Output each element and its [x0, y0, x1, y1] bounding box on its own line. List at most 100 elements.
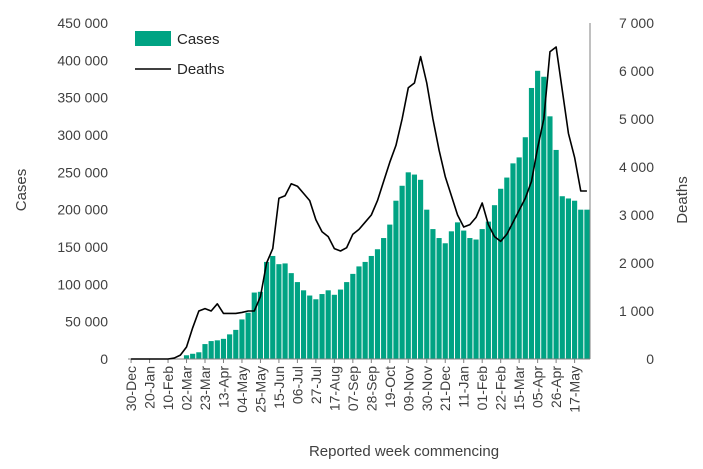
cases-bar: [461, 230, 467, 359]
cases-bar: [300, 290, 307, 359]
cases-bar: [565, 198, 572, 359]
legend-deaths-label: Deaths: [177, 61, 225, 78]
legend-cases-label: Cases: [177, 31, 220, 48]
cases-bar: [436, 238, 442, 359]
x-tick-label: 27-Jul: [308, 366, 324, 404]
cases-bar: [541, 76, 547, 359]
cases-bar: [399, 185, 405, 359]
cases-bars: [183, 70, 590, 360]
cases-bar: [362, 261, 368, 359]
cases-bar: [282, 263, 288, 359]
x-tick-label: 20-Jan: [142, 366, 158, 409]
cases-bar: [331, 294, 337, 359]
x-tick-label: 30-Dec: [123, 366, 139, 411]
cases-bar: [344, 282, 350, 359]
cases-bar: [270, 255, 276, 359]
x-axis-ticks: 30-Dec 20-Jan 10-Feb 02-Mar 23-Mar 13-Apr 04-M…: [123, 359, 583, 413]
x-tick-label: 09-Nov: [400, 366, 416, 411]
cases-bar: [572, 200, 578, 359]
y-left-tick-label: 50 000: [65, 314, 108, 330]
cases-bar: [288, 273, 294, 359]
cases-bar: [584, 209, 590, 359]
cases-bar: [454, 222, 461, 359]
cases-bar: [498, 188, 504, 359]
x-tick-label: 15-Mar: [511, 366, 527, 411]
x-tick-label: 06-Jul: [289, 366, 305, 404]
x-tick-label: 22-Feb: [493, 366, 509, 411]
cases-bar: [491, 205, 498, 359]
cases-bar: [504, 177, 510, 359]
cases-bar: [337, 289, 344, 359]
y-right-tick-label: 2 000: [619, 255, 654, 271]
cases-bar: [381, 238, 387, 359]
cases-bar: [183, 355, 190, 359]
cases-bar: [227, 334, 233, 359]
deaths-line: [131, 46, 587, 360]
cases-bar: [547, 116, 553, 359]
cases-bar: [196, 352, 202, 359]
legend-cases-swatch: [135, 31, 171, 46]
cases-bar: [528, 87, 535, 360]
cases-bar: [430, 229, 436, 359]
cases-bar: [202, 344, 208, 359]
y-right-tick-label: 4 000: [619, 159, 654, 175]
cases-bar: [319, 294, 325, 359]
y-left-tick-label: 350 000: [57, 90, 108, 106]
cases-bar: [405, 172, 411, 359]
cases-bar: [374, 249, 381, 359]
cases-bar: [535, 70, 541, 359]
legend: Cases Deaths: [135, 31, 225, 78]
x-tick-label: 17-May: [567, 366, 583, 413]
cases-bar: [448, 231, 454, 359]
y-left-tick-label: 150 000: [57, 239, 108, 255]
x-tick-label: 23-Mar: [197, 366, 213, 411]
y-left-tick-label: 450 000: [57, 15, 108, 31]
x-tick-label: 10-Feb: [160, 366, 176, 411]
cases-bar: [233, 329, 239, 359]
cases-bar: [245, 312, 251, 359]
x-tick-label: 19-Oct: [382, 366, 398, 408]
cases-bar: [251, 292, 257, 359]
cases-bar: [307, 295, 313, 359]
x-tick-label: 26-Apr: [548, 366, 564, 408]
cases-bar: [325, 290, 331, 359]
y-left-tick-label: 300 000: [57, 127, 108, 143]
y-left-tick-label: 250 000: [57, 164, 108, 180]
cases-bar: [467, 238, 473, 359]
x-tick-label: 04-May: [234, 366, 250, 413]
cases-bar: [208, 341, 214, 359]
cases-bar: [553, 149, 559, 359]
cases-bar: [485, 221, 491, 359]
x-tick-label: 25-May: [252, 366, 268, 413]
y-left-tick-label: 400 000: [57, 52, 108, 68]
y-right-tick-label: 5 000: [619, 111, 654, 127]
y-left-tick-label: 200 000: [57, 202, 108, 218]
y-right-tick-label: 6 000: [619, 63, 654, 79]
x-tick-label: 11-Jan: [456, 366, 472, 408]
y-left-tick-label: 0: [100, 351, 108, 367]
y-right-tick-label: 7 000: [619, 15, 654, 31]
cases-bar: [276, 264, 282, 359]
cases-bar: [356, 266, 362, 359]
y-right-axis-title: Deaths: [674, 176, 691, 224]
cases-bar: [220, 338, 227, 359]
cases-bar: [473, 239, 479, 359]
cases-bar: [522, 137, 528, 359]
x-tick-label: 02-Mar: [179, 366, 195, 411]
cases-bar: [424, 209, 430, 359]
cases-bar: [442, 243, 448, 359]
cases-bar: [387, 224, 393, 359]
y-right-tick-label: 0: [646, 351, 654, 367]
cases-bar: [418, 179, 424, 359]
right-axis-ticks: 0 1 000 2 000 3 000 4 000 5 000 6 000 7 000: [619, 15, 654, 367]
x-tick-label: 01-Feb: [474, 366, 490, 411]
cases-bar: [510, 163, 516, 359]
left-axis-ticks: 0 50 000 100 000 150 000 200 000 250 000 300 0…: [57, 15, 108, 367]
y-right-tick-label: 1 000: [619, 303, 654, 319]
y-left-axis-title: Cases: [13, 169, 30, 212]
x-tick-label: 05-Apr: [530, 366, 546, 408]
cases-bar: [559, 196, 565, 359]
x-tick-label: 15-Jun: [271, 366, 287, 409]
x-tick-label: 21-Dec: [437, 366, 453, 411]
